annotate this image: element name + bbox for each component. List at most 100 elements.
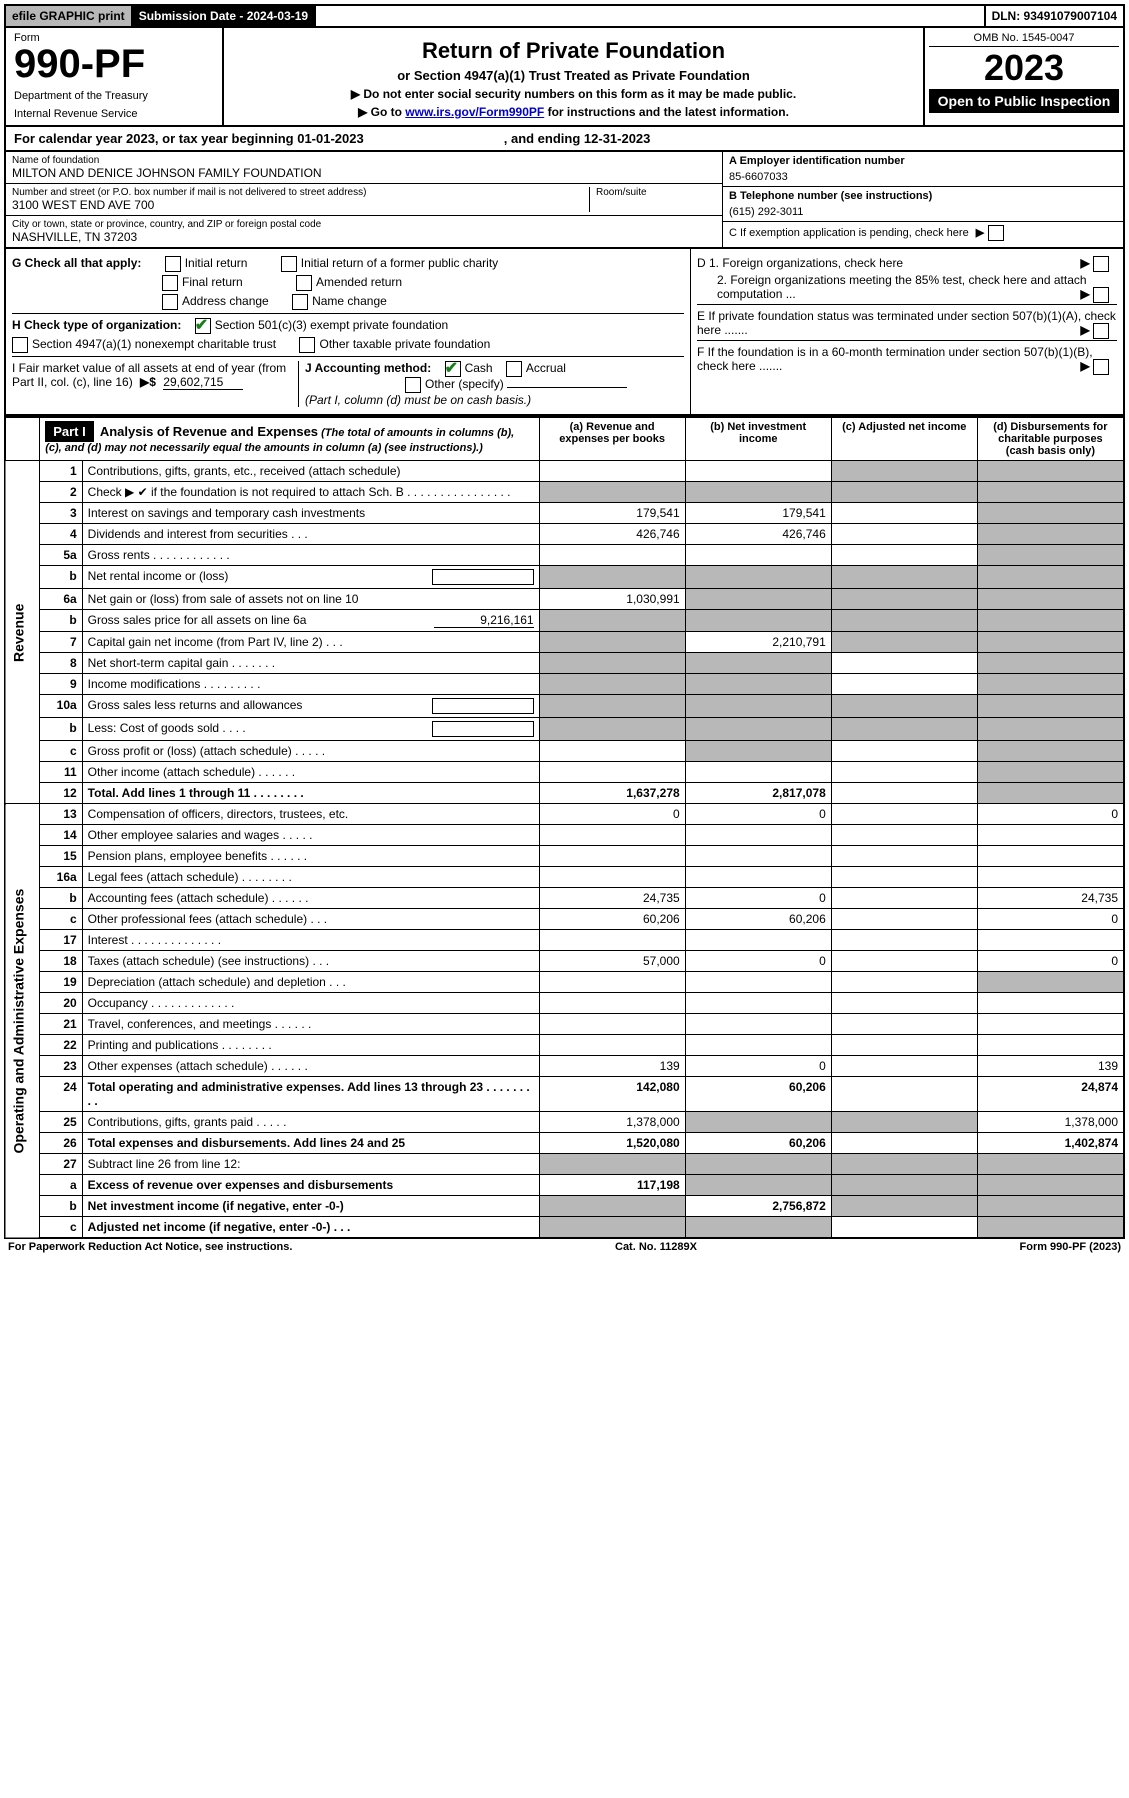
row-number: 8 — [40, 653, 82, 674]
table-row: 14Other employee salaries and wages . . … — [5, 825, 1124, 846]
d2-checkbox[interactable] — [1093, 287, 1109, 303]
form-number: 990-PF — [14, 44, 214, 84]
cell-col-d: 1,378,000 — [977, 1112, 1124, 1133]
irs-link[interactable]: www.irs.gov/Form990PF — [405, 105, 544, 119]
cell-col-c — [831, 1035, 977, 1056]
g-name-checkbox[interactable] — [292, 294, 308, 310]
g-final-checkbox[interactable] — [162, 275, 178, 291]
irs-label: Internal Revenue Service — [14, 108, 214, 120]
table-row: 4Dividends and interest from securities … — [5, 524, 1124, 545]
cell-col-b — [685, 1175, 831, 1196]
cell-col-c — [831, 632, 977, 653]
g-initial-checkbox[interactable] — [165, 256, 181, 272]
h-other-checkbox[interactable] — [299, 337, 315, 353]
cell-col-a — [539, 741, 685, 762]
j-accrual-checkbox[interactable] — [506, 361, 522, 377]
row-description: Other expenses (attach schedule) . . . .… — [82, 1056, 539, 1077]
cell-col-c — [831, 804, 977, 825]
cell-col-a — [539, 867, 685, 888]
row-description: Net rental income or (loss) — [82, 566, 539, 589]
row-number: 13 — [40, 804, 82, 825]
tax-year: 2023 — [929, 47, 1119, 89]
cell-col-c — [831, 783, 977, 804]
cell-col-b — [685, 674, 831, 695]
cell-col-d — [977, 762, 1124, 783]
calendar-year-row: For calendar year 2023, or tax year begi… — [4, 127, 1125, 152]
table-row: cGross profit or (loss) (attach schedule… — [5, 741, 1124, 762]
row-number: b — [40, 1196, 82, 1217]
revenue-vertical-label: Revenue — [5, 461, 40, 804]
cell-col-c — [831, 589, 977, 610]
dln: DLN: 93491079007104 — [986, 6, 1123, 26]
cell-col-c — [831, 741, 977, 762]
cell-col-a — [539, 1196, 685, 1217]
g-initial-former-checkbox[interactable] — [281, 256, 297, 272]
cell-col-b: 2,817,078 — [685, 783, 831, 804]
h-4947-checkbox[interactable] — [12, 337, 28, 353]
cell-col-b — [685, 589, 831, 610]
cell-col-b — [685, 741, 831, 762]
row-number: 18 — [40, 951, 82, 972]
f-checkbox[interactable] — [1093, 359, 1109, 375]
row-description: Other income (attach schedule) . . . . .… — [82, 762, 539, 783]
cell-col-a: 1,030,991 — [539, 589, 685, 610]
row-description: Dividends and interest from securities .… — [82, 524, 539, 545]
cell-col-c — [831, 972, 977, 993]
c-checkbox[interactable] — [988, 225, 1004, 241]
row-description: Taxes (attach schedule) (see instruction… — [82, 951, 539, 972]
f-label: F If the foundation is in a 60-month ter… — [697, 345, 1093, 373]
cell-col-d — [977, 1035, 1124, 1056]
row-description: Gross rents . . . . . . . . . . . . — [82, 545, 539, 566]
g-amended-checkbox[interactable] — [296, 275, 312, 291]
row-number: 24 — [40, 1077, 82, 1112]
cell-col-b — [685, 762, 831, 783]
form-title-block: Return of Private Foundation or Section … — [224, 28, 925, 125]
j-other-checkbox[interactable] — [405, 377, 421, 393]
cell-col-d — [977, 503, 1124, 524]
cell-col-b — [685, 867, 831, 888]
row-number: c — [40, 741, 82, 762]
ein-value: 85-6607033 — [729, 171, 1117, 183]
j-cash-checkbox[interactable] — [445, 361, 461, 377]
d1-checkbox[interactable] — [1093, 256, 1109, 272]
g-address-checkbox[interactable] — [162, 294, 178, 310]
cell-col-b — [685, 825, 831, 846]
cell-col-b — [685, 482, 831, 503]
cell-col-d — [977, 482, 1124, 503]
h-opt2: Section 4947(a)(1) nonexempt charitable … — [32, 337, 276, 351]
row-description: Contributions, gifts, grants paid . . . … — [82, 1112, 539, 1133]
cell-col-c — [831, 1175, 977, 1196]
e-row: E If private foundation status was termi… — [697, 304, 1117, 337]
row-number: 6a — [40, 589, 82, 610]
checks-left: G Check all that apply: Initial return I… — [6, 249, 691, 414]
row-number: 7 — [40, 632, 82, 653]
cell-col-b — [685, 972, 831, 993]
row-number: 1 — [40, 461, 82, 482]
cell-col-a — [539, 482, 685, 503]
cell-col-c — [831, 566, 977, 589]
table-row: bNet rental income or (loss) — [5, 566, 1124, 589]
footer-left: For Paperwork Reduction Act Notice, see … — [8, 1241, 292, 1253]
cell-col-a: 1,520,080 — [539, 1133, 685, 1154]
cell-col-b — [685, 545, 831, 566]
cell-col-a: 57,000 — [539, 951, 685, 972]
table-row: aExcess of revenue over expenses and dis… — [5, 1175, 1124, 1196]
g-opt-initial: Initial return — [185, 256, 248, 270]
row-number: a — [40, 1175, 82, 1196]
row-number: b — [40, 566, 82, 589]
room-label: Room/suite — [596, 187, 716, 198]
cell-col-a — [539, 1154, 685, 1175]
part1-label: Part I — [45, 421, 94, 442]
form-year-block: OMB No. 1545-0047 2023 Open to Public In… — [925, 28, 1123, 125]
cell-col-c — [831, 867, 977, 888]
cell-col-d: 139 — [977, 1056, 1124, 1077]
cell-col-c — [831, 1154, 977, 1175]
cell-col-c — [831, 524, 977, 545]
table-row: 21Travel, conferences, and meetings . . … — [5, 1014, 1124, 1035]
row-description: Other employee salaries and wages . . . … — [82, 825, 539, 846]
table-row: 11Other income (attach schedule) . . . .… — [5, 762, 1124, 783]
h-501c3-checkbox[interactable] — [195, 318, 211, 334]
e-checkbox[interactable] — [1093, 323, 1109, 339]
cell-col-c — [831, 993, 977, 1014]
table-row: 10aGross sales less returns and allowanc… — [5, 695, 1124, 718]
